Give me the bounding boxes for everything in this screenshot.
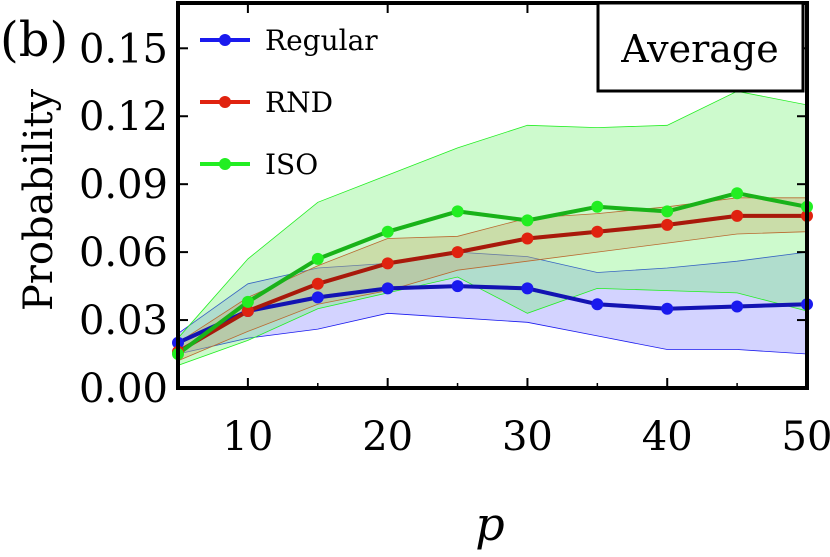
point-rnd: [381, 257, 394, 270]
point-rnd: [591, 225, 604, 238]
series-lines: [176, 191, 808, 356]
x-tick-label: 20: [362, 414, 413, 460]
x-tick-label: 50: [782, 414, 830, 460]
point-regular: [661, 302, 674, 315]
y-axis-label: Probability: [16, 88, 62, 311]
point-regular: [451, 280, 464, 293]
point-iso: [521, 214, 534, 227]
point-iso: [311, 252, 324, 265]
point-rnd: [521, 232, 534, 245]
y-tick-label: 0.03: [79, 298, 168, 344]
point-rnd: [241, 305, 254, 317]
y-tick-label: 0.09: [79, 162, 168, 208]
x-tick-label: 10: [222, 414, 273, 460]
legend-label-rnd: RND: [265, 86, 333, 119]
legend-swatch-marker: [219, 158, 231, 170]
point-regular: [591, 298, 604, 311]
legend-swatch-marker: [219, 34, 231, 46]
axis-ticks: 10 20 30 40 50 0.00 0.03 0.06 0.09 0.12 0.15: [79, 3, 830, 460]
legend-swatch-marker: [219, 96, 231, 108]
line-shade-iso: [176, 191, 808, 356]
y-tick-label: 0.00: [79, 366, 168, 412]
point-iso: [241, 295, 254, 308]
point-iso: [731, 187, 744, 200]
x-axis-label: p: [475, 497, 504, 551]
point-iso: [381, 225, 394, 238]
point-iso: [661, 205, 674, 218]
line-shade-rnd: [176, 213, 807, 354]
point-regular: [311, 291, 324, 304]
point-rnd: [731, 209, 744, 222]
annotation-box-text: Average: [620, 27, 779, 71]
line-shade-regular: [177, 284, 808, 345]
line-iso: [176, 191, 808, 356]
point-regular: [731, 300, 744, 313]
confidence-bands: [177, 90, 808, 366]
point-regular: [521, 282, 534, 295]
point-regular: [381, 282, 394, 295]
line-regular: [177, 284, 808, 345]
plot-frame: [176, 1, 809, 390]
line-rnd: [176, 213, 807, 354]
x-tick-label: 40: [642, 414, 693, 460]
annotation-box-frame: [596, 1, 805, 93]
legend-label-regular: Regular: [265, 24, 378, 57]
y-tick-label: 0.12: [79, 94, 168, 140]
point-iso: [451, 205, 464, 218]
y-tick-label: 0.06: [79, 230, 168, 276]
panel-label: (b): [0, 12, 68, 68]
legend: Regular RND ISO: [200, 24, 378, 181]
y-tick-label: 0.15: [79, 26, 168, 72]
annotation-box: Average: [596, 1, 805, 93]
point-iso: [591, 200, 604, 213]
point-rnd: [311, 277, 324, 290]
point-rnd: [451, 246, 464, 259]
x-tick-label: 30: [502, 414, 553, 460]
point-rnd: [661, 218, 674, 231]
legend-label-iso: ISO: [265, 148, 318, 181]
